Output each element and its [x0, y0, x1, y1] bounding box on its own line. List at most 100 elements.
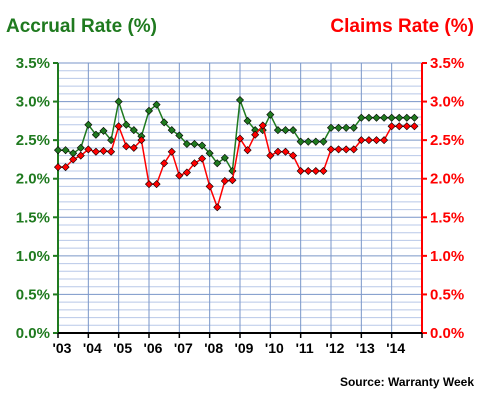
claims-data-point [53, 163, 63, 172]
left-y-tick-label: 3.5% [16, 55, 50, 72]
accrual-data-point [281, 126, 290, 135]
claims-data-point [76, 151, 85, 160]
claims-data-point [243, 146, 252, 155]
claims-data-point [107, 147, 116, 156]
claims-data-point [349, 145, 358, 154]
claims-data-point [69, 155, 78, 164]
x-axis-ticks: '03 '04 '05 '06 '07 '08 '09 '10 '11 '12 '13 '14 [53, 333, 423, 356]
claims-data-point [266, 151, 275, 160]
accrual-data-point [205, 149, 214, 158]
left-y-tick-label: 0.0% [16, 325, 50, 342]
accrual-data-point [144, 106, 154, 115]
accrual-data-point [129, 126, 138, 135]
right-y-tick-label: 1.5% [430, 209, 464, 226]
claims-data-point [205, 182, 214, 191]
accrual-data-point [349, 123, 358, 132]
claims-data-point [213, 203, 222, 212]
accrual-data-point [167, 126, 176, 135]
accrual-data-point [190, 139, 199, 149]
claims-data-point [311, 166, 320, 176]
x-tick-label: '07 [174, 340, 193, 356]
claims-data-point [129, 143, 138, 152]
left-y-tick-label: 0.5% [16, 286, 50, 303]
accrual-data-point [326, 123, 336, 132]
accrual-data-point [402, 113, 411, 122]
x-tick-label: '08 [204, 340, 223, 356]
claims-data-point [357, 136, 366, 145]
x-tick-label: '10 [265, 340, 284, 356]
accrual-data-point [160, 118, 169, 127]
claims-data-point [395, 122, 404, 131]
claims-data-point [137, 136, 146, 145]
accrual-data-point [84, 120, 93, 129]
claims-data-point [402, 122, 411, 131]
right-y-tick-label: 2.0% [430, 171, 464, 188]
claims-data-point [326, 145, 336, 154]
accrual-rate-title: Accrual Rate (%) [6, 16, 157, 37]
accrual-data-point [182, 139, 191, 149]
accrual-data-point [296, 137, 305, 146]
claims-data-point [99, 146, 108, 155]
claims-data-point [190, 159, 199, 168]
accrual-data-point [235, 96, 245, 105]
accrual-data-point [304, 137, 313, 146]
claims-data-point [380, 136, 389, 145]
claims-data-point [84, 145, 93, 154]
accrual-data-point [266, 110, 275, 119]
x-tick-label: '06 [144, 340, 163, 356]
accrual-data-point [114, 97, 123, 106]
claims-data-point [364, 136, 373, 145]
accrual-data-point [334, 123, 343, 132]
x-tick-label: '11 [296, 340, 314, 356]
claims-data-point [289, 151, 298, 160]
claims-data-point [198, 154, 207, 163]
left-y-tick-label: 2.0% [16, 171, 50, 188]
right-y-tick-label: 3.0% [430, 94, 464, 111]
claims-data-point [122, 142, 131, 151]
accrual-data-point [198, 141, 207, 150]
accrual-data-point [122, 120, 131, 129]
accrual-data-point [311, 137, 320, 146]
claims-data-point [175, 171, 184, 180]
accrual-data-point [273, 126, 282, 135]
accrual-data-point [387, 113, 396, 122]
accrual-data-point [220, 153, 229, 162]
x-tick-label: '13 [356, 340, 375, 356]
claims-data-point [144, 180, 154, 189]
accrual-data-point [364, 113, 373, 122]
series [53, 96, 419, 212]
claims-data-point [160, 159, 169, 168]
claims-data-point [235, 134, 245, 143]
x-tick-label: '12 [326, 340, 345, 356]
accrual-data-point [152, 100, 161, 109]
left-y-tick-label: 1.0% [16, 248, 50, 265]
claims-data-point [410, 122, 419, 131]
claims-data-point [220, 177, 229, 186]
claims-data-point [167, 147, 176, 156]
claims-data-point [91, 147, 100, 156]
accrual-data-point [395, 113, 404, 122]
accrual-data-point [319, 137, 328, 146]
accrual-data-point [213, 159, 222, 168]
claims-data-point [61, 163, 70, 172]
claims-data-point [281, 147, 290, 156]
source-note: Source: Warranty Week [340, 375, 474, 389]
claims-data-point [304, 166, 313, 176]
accrual-data-point [99, 126, 108, 135]
claims-data-point [372, 136, 381, 145]
accrual-data-point [76, 143, 85, 152]
left-y-tick-label: 2.5% [16, 132, 50, 149]
accrual-data-point [342, 123, 351, 132]
claims-data-point [273, 147, 282, 156]
x-tick-label: '09 [235, 340, 254, 356]
right-y-tick-label: 2.5% [430, 132, 464, 149]
accrual-data-point [91, 130, 100, 139]
claims-data-point [251, 130, 260, 139]
right-y-tick-label: 3.5% [430, 55, 464, 72]
claims-data-point [296, 166, 305, 176]
accrual-data-point [243, 116, 252, 125]
claims-data-point [342, 145, 351, 154]
accrual-data-point [372, 113, 381, 122]
right-y-tick-label: 1.0% [430, 248, 464, 265]
